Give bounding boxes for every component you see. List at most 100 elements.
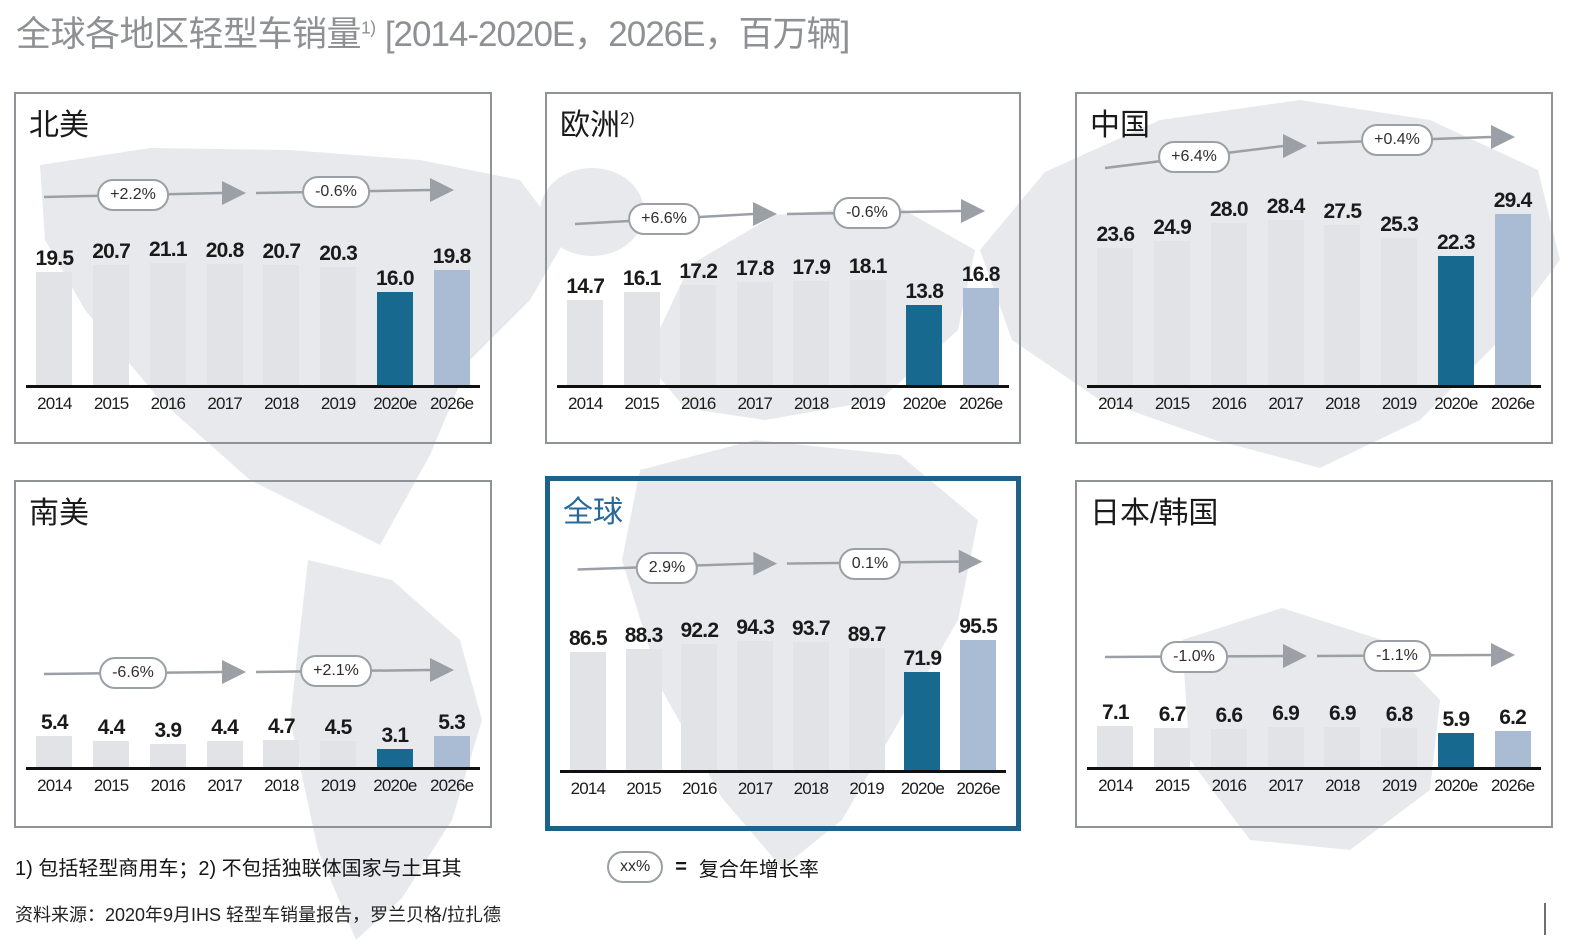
year-label: 2014 (570, 779, 606, 798)
bar (433, 270, 470, 385)
year-label: 2019 (1381, 394, 1417, 413)
year-label: 2026e (959, 394, 1003, 413)
x-axis-line (1087, 767, 1541, 770)
bar-group: 7.1 6.7 6.6 6.9 6.9 6.8 5.9 6.2 (1087, 702, 1541, 767)
year-label: 2015 (1154, 776, 1190, 795)
year-label: 2015 (93, 394, 129, 413)
bar-column: 6.6 (1201, 705, 1258, 767)
bar (1154, 241, 1191, 385)
legend-label: 复合年增长率 (698, 858, 819, 881)
year-label: 2018 (793, 394, 829, 413)
bar-value-label: 6.7 (1158, 703, 1187, 726)
bar (1381, 728, 1418, 767)
bar-column: 6.8 (1371, 704, 1428, 767)
bar (962, 288, 999, 385)
year-label: 2017 (1268, 394, 1303, 413)
bar-value-label: 17.8 (735, 257, 774, 280)
bar-column: 4.7 (253, 716, 310, 767)
bar-group: 5.4 4.4 3.9 4.4 4.7 4.5 3.1 5.3 (26, 712, 480, 767)
bar-column: 6.9 (1257, 703, 1314, 767)
region-panel: 中国 +6.4% +0.4% 23.6 24.9 28.0 28.4 27.5 25.3 2… (1075, 92, 1553, 444)
bar-value-label: 20.7 (262, 240, 301, 263)
year-label: 2018 (1325, 776, 1360, 795)
bar (1381, 238, 1418, 385)
region-title-text: 北美 (29, 109, 89, 142)
bar-value-label: 27.5 (1323, 200, 1362, 223)
bar (1324, 727, 1361, 767)
bar (681, 644, 718, 770)
bar (1324, 225, 1361, 385)
year-label: 2016 (1211, 394, 1247, 413)
bar-value-label: 16.8 (961, 263, 1000, 286)
bar-column: 28.4 (1257, 196, 1314, 385)
bar-column: 5.3 (423, 712, 480, 767)
bar-value-label: 3.9 (154, 719, 182, 742)
bar-value-label: 23.6 (1096, 223, 1135, 246)
cagr-badge-right: -0.6% (833, 196, 901, 229)
bar-column: 6.2 (1484, 707, 1541, 767)
bar-value-label: 5.9 (1442, 708, 1470, 731)
region-title: 中国 (1090, 100, 1150, 144)
cagr-trend-arrow (1104, 643, 1515, 668)
bar-value-label: 21.1 (149, 238, 187, 261)
bar-value-label: 7.1 (1101, 701, 1130, 724)
region-title-text: 日本/韩国 (1090, 497, 1219, 530)
x-axis-labels: 2014 2015 2016 2017 2018 2019 2020e 2026e (1087, 394, 1541, 414)
bar-column: 17.8 (727, 258, 784, 385)
bar-column: 20.7 (253, 241, 310, 385)
cagr-badge-left: +6.4% (1158, 141, 1230, 173)
x-axis-line (26, 385, 480, 388)
bar-value-label: 20.7 (92, 240, 130, 263)
bar-value-label: 93.7 (792, 617, 830, 640)
bar-column: 3.9 (140, 720, 197, 767)
year-label: 2020e (902, 394, 947, 413)
bar-value-label: 86.5 (569, 627, 607, 650)
year-label: 2020e (1434, 394, 1478, 413)
bar-column: 93.7 (783, 618, 839, 770)
bar-value-label: 4.4 (97, 716, 126, 739)
bar-value-label: 18.1 (848, 255, 887, 278)
bar-value-label: 28.4 (1266, 195, 1305, 218)
bar (625, 649, 662, 770)
bar-value-label: 6.2 (1499, 706, 1527, 729)
x-axis-line (560, 770, 1006, 773)
bar-column: 19.8 (423, 246, 480, 385)
year-label: 2017 (1268, 776, 1303, 795)
region-title: 南美 (29, 488, 89, 532)
bar-column: 7.1 (1087, 702, 1144, 767)
cagr-badge-right: -1.1% (1363, 639, 1431, 672)
page-title-unit: [2014-2020E，2026E，百万辆] (384, 15, 850, 54)
bar-column: 4.4 (83, 717, 140, 767)
cagr-badge-left: +2.2% (97, 179, 169, 211)
x-axis-line (26, 767, 480, 770)
year-label: 2017 (737, 394, 773, 413)
bar (149, 744, 186, 767)
bar-group: 86.5 88.3 92.2 94.3 93.7 89.7 71.9 95.5 (560, 616, 1006, 770)
bar (320, 267, 357, 385)
year-label: 2018 (264, 776, 299, 795)
bar (93, 265, 130, 385)
year-label: 2014 (37, 776, 72, 795)
bar-value-label: 20.8 (205, 239, 244, 262)
region-title: 日本/韩国 (1090, 488, 1218, 532)
bar-column: 21.1 (140, 239, 197, 385)
year-label: 2014 (567, 394, 603, 413)
year-label: 2014 (1098, 776, 1133, 795)
bar-value-label: 89.7 (847, 623, 886, 646)
bar-column: 86.5 (560, 628, 616, 770)
bar-column: 24.9 (1144, 217, 1201, 385)
bar (1097, 248, 1134, 385)
bar-value-label: 17.9 (792, 256, 831, 279)
bar (623, 292, 660, 385)
year-label: 2019 (850, 394, 886, 413)
bar-column: 20.3 (310, 243, 367, 385)
year-label: 2016 (150, 394, 186, 413)
cagr-trend-arrow (43, 658, 454, 684)
bar-value-label: 4.7 (267, 715, 296, 738)
bar-value-label: 14.7 (566, 275, 605, 298)
year-label: 2020e (1434, 776, 1478, 795)
map-north-america (40, 148, 565, 545)
footnotes: 1) 包括轻型商用车；2) 不包括独联体国家与土耳其 (15, 858, 462, 880)
year-label: 2017 (737, 779, 773, 798)
